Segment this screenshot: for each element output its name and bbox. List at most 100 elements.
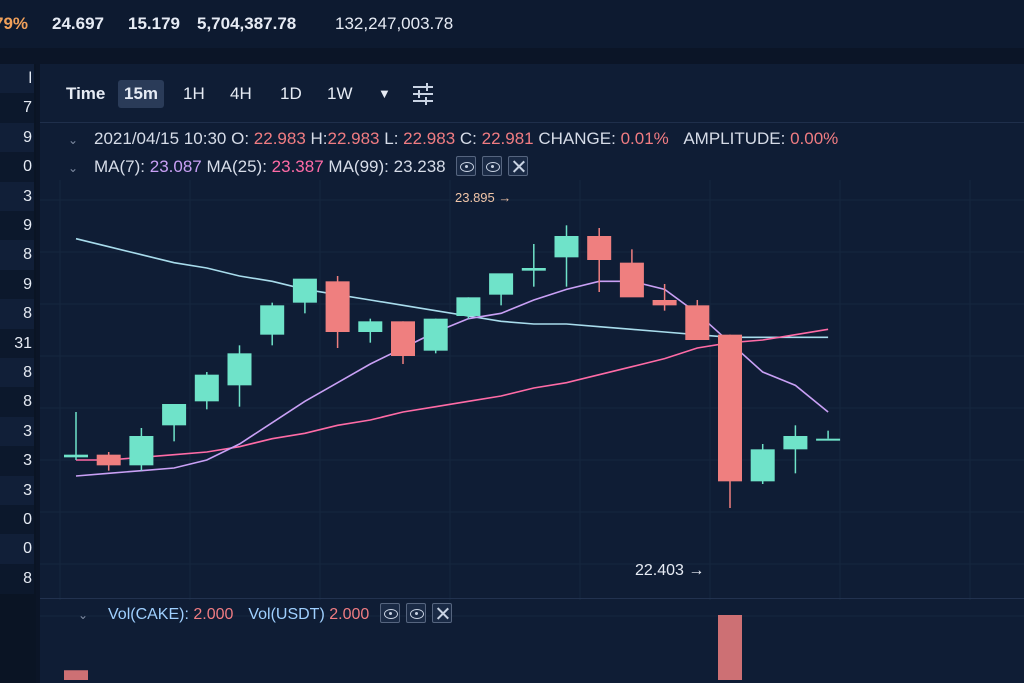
interval-1h-button[interactable]: 1H (183, 84, 205, 103)
volume-bar (64, 670, 88, 680)
candle-up (423, 318, 448, 351)
high-value: 22.983 (327, 129, 380, 148)
amplitude-value: 0.00% (790, 129, 839, 148)
interval-15m-button[interactable]: 15m (118, 80, 164, 108)
orderbook-cell[interactable]: 0 (0, 505, 34, 535)
collapse-chevron-icon[interactable]: ⌄ (68, 161, 79, 175)
toggle-visibility-eye-icon[interactable] (456, 156, 477, 176)
candle-up (358, 321, 383, 332)
orderbook-cell[interactable]: 3 (0, 181, 34, 212)
ma7-label: MA(7): (94, 157, 145, 176)
orderbook-cell-value: 9 (23, 217, 32, 234)
orderbook-cell[interactable]: 31 (0, 328, 34, 359)
settings-sliders-icon[interactable] (413, 83, 435, 105)
orderbook-cell[interactable]: 9 (0, 269, 34, 300)
candle-up (489, 273, 514, 295)
orderbook-cell-value: 0 (23, 158, 32, 176)
candle-up (194, 374, 219, 402)
orderbook-cell-value: 3 (23, 422, 32, 440)
amplitude-label: AMPLITUDE: (683, 129, 786, 148)
orderbook-cell-value: 3 (23, 452, 32, 470)
orderbook-cell[interactable]: 8 (0, 299, 34, 330)
orderbook-cell[interactable]: 8 (0, 358, 34, 388)
orderbook-cell[interactable]: 8 (0, 240, 34, 271)
orderbook-cell[interactable]: 9 (0, 211, 34, 241)
orderbook-cell[interactable]: 9 (0, 122, 34, 153)
ticker-high: 24.697 (52, 14, 104, 33)
time-label: Time (66, 84, 106, 103)
candlestick-chart[interactable] (40, 180, 1024, 680)
orderbook-cell[interactable]: 3 (0, 416, 34, 447)
low-value: 22.983 (403, 129, 456, 148)
interval-1w-button[interactable]: 1W (327, 84, 353, 103)
ma25-line (76, 328, 829, 461)
orderbook-cell-value: 8 (23, 246, 32, 264)
vol-cake-value: 2.000 (193, 606, 234, 623)
candle-up (292, 278, 317, 303)
close-value: 22.981 (481, 129, 534, 148)
high-label: H: (310, 129, 328, 148)
candle-down (652, 300, 677, 306)
ma7-line (75, 280, 829, 477)
volume-bar (718, 615, 742, 680)
orderbook-cell[interactable]: l (0, 64, 34, 94)
candle-up (227, 353, 252, 386)
orderbook-cell-value: 8 (23, 364, 32, 381)
orderbook-cell-value: l (28, 70, 32, 87)
orderbook-cell-value: 8 (23, 305, 32, 323)
candle-up (162, 404, 187, 426)
settings-eye-icon[interactable] (482, 156, 503, 176)
volume-divider (40, 598, 1024, 599)
candle-down (685, 305, 710, 340)
ohlc-row: ⌄ 2021/04/15 10:30 O: 22.983 H:22.983 L: … (68, 129, 838, 149)
candle-down (391, 321, 415, 356)
orderbook-cell[interactable]: 8 (0, 387, 34, 418)
orderbook-cell[interactable]: 3 (0, 475, 34, 506)
orderbook-cell[interactable]: 3 (0, 446, 34, 477)
interval-1d-button[interactable]: 1D (280, 84, 302, 103)
open-value: 22.983 (253, 129, 306, 148)
orderbook-cell-value: 7 (23, 99, 32, 117)
ticker-volume-quote: 132,247,003.78 (335, 14, 454, 33)
candle-up (783, 436, 808, 450)
orderbook-cell-value: 9 (23, 128, 32, 146)
ma7-value: 23.087 (149, 157, 202, 176)
candle-down (325, 281, 350, 332)
max-price-value: 23.895 (455, 190, 495, 205)
orderbook-cell[interactable]: 0 (0, 152, 34, 183)
chart-panel (40, 64, 1024, 683)
ma-row: ⌄ MA(7): 23.087 MA(25): 23.387 MA(99): 23… (68, 156, 529, 177)
orderbook-cell[interactable]: 0 (0, 534, 34, 565)
orderbook-cell-value: 3 (23, 187, 32, 205)
candle-up (129, 436, 154, 466)
orderbook-cell[interactable]: 8 (0, 563, 34, 594)
more-intervals-caret-icon[interactable]: ▼ (378, 86, 391, 101)
candle-up (521, 268, 546, 271)
orderbook-cell[interactable]: 7 (0, 93, 34, 124)
candle-down (96, 454, 121, 466)
low-label: L: (384, 129, 399, 148)
candle-down (587, 236, 612, 260)
candle-up (456, 297, 481, 316)
candle-up (260, 305, 285, 335)
min-price-annotation: 22.403 → (635, 562, 705, 579)
interval-4h-button[interactable]: 4H (230, 84, 252, 103)
orderbook-cell-value: 0 (23, 540, 32, 558)
ma99-label: MA(99): (328, 157, 389, 176)
vol-cake-label: Vol(CAKE): (108, 606, 189, 623)
orderbook-cell-value: 8 (23, 393, 32, 411)
volume-settings-eye-icon[interactable] (405, 603, 426, 623)
close-indicator-icon[interactable] (508, 156, 529, 176)
orderbook-cell-value: 8 (23, 569, 32, 587)
candle-up (750, 449, 775, 482)
ma25-label: MA(25): (206, 157, 267, 176)
orderbook-cell-value: 3 (23, 481, 32, 499)
ma25-value: 23.387 (271, 157, 324, 176)
collapse-chevron-icon[interactable]: ⌄ (78, 608, 89, 622)
close-label: C: (459, 129, 477, 148)
collapse-chevron-icon[interactable]: ⌄ (68, 133, 79, 147)
toggle-volume-eye-icon[interactable] (379, 603, 400, 623)
close-volume-icon[interactable] (431, 603, 452, 623)
candle-down (718, 334, 742, 482)
toolbar-divider (40, 122, 1024, 123)
